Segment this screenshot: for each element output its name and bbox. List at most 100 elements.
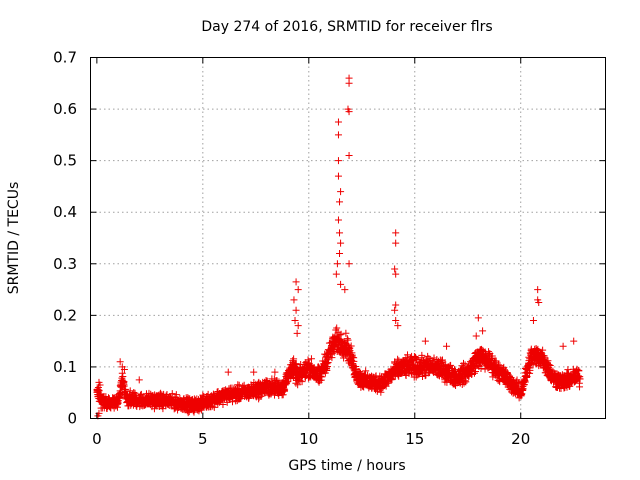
data-point xyxy=(336,331,344,339)
data-point xyxy=(333,260,341,268)
data-point xyxy=(225,385,233,393)
data-point xyxy=(500,363,508,371)
data-point xyxy=(344,336,352,344)
data-point xyxy=(337,239,345,247)
data-points xyxy=(93,74,584,420)
data-point xyxy=(250,368,258,376)
data-point xyxy=(237,394,245,402)
data-point xyxy=(576,383,584,391)
chart-title: Day 274 of 2016, SRMTID for receiver flr… xyxy=(201,19,492,35)
data-point xyxy=(544,357,552,365)
data-point xyxy=(576,375,584,383)
data-point xyxy=(404,351,412,359)
data-point xyxy=(336,249,344,257)
data-point xyxy=(341,286,349,294)
data-point xyxy=(116,358,124,366)
data-point xyxy=(317,376,325,384)
data-point xyxy=(472,332,480,340)
data-point xyxy=(292,278,300,286)
data-point xyxy=(477,364,485,372)
data-point xyxy=(547,366,555,374)
data-point xyxy=(291,317,299,325)
data-point xyxy=(470,369,478,377)
data-point xyxy=(545,361,553,369)
data-point xyxy=(342,329,350,337)
data-point xyxy=(118,369,126,377)
y-axis: 0 0.1 0.2 0.3 0.4 0.5 0.6 0.7 xyxy=(53,49,606,428)
data-point xyxy=(421,337,429,345)
data-point xyxy=(521,378,529,386)
data-point xyxy=(290,355,298,363)
x-tick-label: 5 xyxy=(198,430,208,448)
data-point xyxy=(334,172,342,180)
data-point xyxy=(293,329,301,337)
data-point xyxy=(347,342,355,350)
data-point xyxy=(298,378,306,386)
data-point xyxy=(350,357,358,365)
data-point xyxy=(334,131,342,139)
data-point xyxy=(324,358,332,366)
y-tick-label: 0.5 xyxy=(53,152,77,170)
data-point xyxy=(345,108,353,116)
data-point xyxy=(95,387,103,395)
data-point xyxy=(290,296,298,304)
data-point xyxy=(157,389,165,397)
data-point xyxy=(387,375,395,383)
data-point xyxy=(458,381,466,389)
data-point xyxy=(474,314,482,322)
data-point xyxy=(294,286,302,294)
data-point xyxy=(184,409,192,417)
data-point xyxy=(391,306,399,314)
data-point xyxy=(570,337,578,345)
data-point xyxy=(494,361,502,369)
data-point xyxy=(294,322,302,330)
data-point xyxy=(163,391,171,399)
y-axis-label: SRMTID / TECUs xyxy=(6,182,22,295)
data-point xyxy=(492,357,500,365)
x-tick-label: 15 xyxy=(405,430,424,448)
y-tick-label: 0 xyxy=(67,410,77,428)
data-point xyxy=(97,404,105,412)
data-point xyxy=(209,402,217,410)
data-point xyxy=(472,367,480,375)
data-point xyxy=(519,385,527,393)
data-point xyxy=(96,381,104,389)
data-point xyxy=(461,377,469,385)
data-point xyxy=(479,327,487,335)
data-point xyxy=(334,118,342,126)
y-tick-label: 0.1 xyxy=(53,358,77,376)
data-point xyxy=(394,355,402,363)
data-point xyxy=(342,340,350,348)
data-point xyxy=(345,151,353,159)
data-point xyxy=(334,157,342,165)
y-tick-label: 0.4 xyxy=(53,203,77,221)
data-point xyxy=(332,270,340,278)
data-point xyxy=(362,367,370,375)
y-tick-label: 0.6 xyxy=(53,100,77,118)
data-point xyxy=(307,355,315,363)
data-point xyxy=(337,280,345,288)
data-point xyxy=(443,342,451,350)
data-point xyxy=(529,317,537,325)
data-point xyxy=(318,373,326,381)
data-point xyxy=(394,322,402,330)
data-point xyxy=(336,198,344,206)
data-point xyxy=(534,286,542,294)
data-point xyxy=(116,394,124,402)
x-tick-label: 20 xyxy=(511,430,530,448)
data-point xyxy=(292,306,300,314)
data-point xyxy=(392,317,400,325)
data-point xyxy=(575,367,583,375)
data-point xyxy=(210,403,218,411)
data-point xyxy=(337,330,345,338)
y-tick-label: 0.2 xyxy=(53,306,77,324)
data-point xyxy=(323,367,331,375)
data-point xyxy=(345,79,353,87)
data-point xyxy=(345,260,353,268)
data-point xyxy=(408,357,416,365)
data-point xyxy=(392,229,400,237)
data-point xyxy=(224,368,232,376)
x-axis: 0 5 10 15 20 xyxy=(92,57,530,448)
data-point xyxy=(377,388,385,396)
data-point xyxy=(120,366,128,374)
